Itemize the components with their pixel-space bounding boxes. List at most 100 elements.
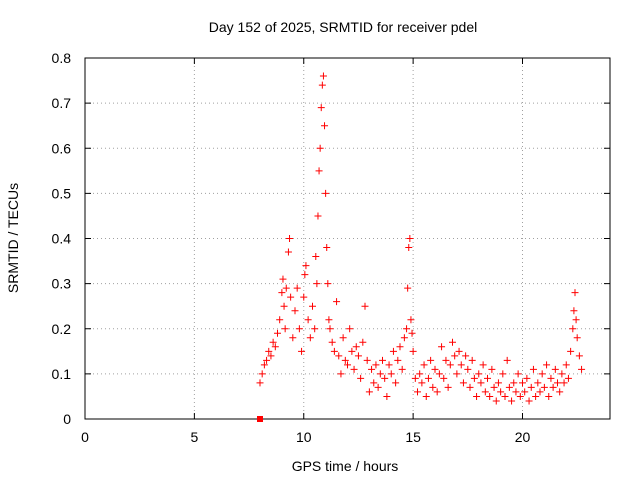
y-tick-label: 0.1 — [52, 366, 72, 382]
data-point — [344, 361, 351, 369]
data-point — [313, 280, 321, 288]
data-point — [494, 379, 502, 387]
data-point — [317, 104, 325, 112]
data-point — [361, 302, 369, 310]
x-tick-label: 20 — [515, 429, 531, 445]
data-point — [286, 235, 294, 242]
data-point — [281, 325, 289, 333]
data-point — [330, 347, 338, 355]
data-point — [420, 361, 428, 369]
y-axis-label: SRMTID / TECUs — [5, 183, 21, 293]
data-point — [570, 307, 578, 315]
data-point — [301, 271, 309, 279]
data-point — [368, 365, 376, 373]
data-point — [560, 379, 568, 387]
data-point — [473, 392, 481, 400]
data-point — [538, 370, 546, 378]
x-axis-label: GPS time / hours — [292, 458, 399, 474]
data-point — [562, 361, 570, 369]
data-point — [279, 275, 287, 283]
x-tick-label: 10 — [296, 429, 312, 445]
data-point — [442, 356, 450, 364]
data-point — [440, 374, 448, 382]
data-point — [289, 334, 297, 342]
y-tick-label: 0.6 — [52, 140, 72, 156]
data-point — [433, 388, 441, 396]
data-point — [309, 302, 316, 310]
data-point — [339, 334, 347, 342]
data-point — [326, 325, 334, 333]
data-point — [265, 347, 273, 355]
data-point — [318, 81, 326, 89]
data-point — [404, 284, 412, 292]
data-point — [556, 388, 564, 396]
data-point — [337, 370, 345, 378]
data-point — [575, 352, 583, 360]
data-point — [394, 356, 402, 364]
y-tick-label: 0.3 — [52, 276, 72, 292]
data-point — [302, 262, 310, 270]
data-point — [333, 298, 341, 306]
data-point — [418, 379, 426, 387]
data-point — [315, 167, 323, 175]
chart-title: Day 152 of 2025, SRMTID for receiver pde… — [209, 19, 477, 35]
data-point — [359, 338, 367, 346]
data-point — [464, 365, 472, 373]
data-point — [503, 356, 511, 364]
data-point — [484, 374, 491, 382]
data-point — [284, 248, 292, 256]
data-point — [306, 334, 314, 342]
x-tick-label: 0 — [81, 429, 89, 445]
data-point — [400, 334, 408, 342]
data-point — [405, 244, 413, 252]
data-point — [408, 329, 416, 337]
data-point — [282, 284, 290, 292]
data-point — [304, 316, 312, 324]
data-point — [398, 365, 406, 373]
data-point — [571, 289, 579, 297]
data-point — [466, 383, 474, 391]
data-point — [429, 383, 437, 391]
y-tick-label: 0 — [63, 411, 71, 427]
data-point — [459, 379, 467, 387]
data-point — [409, 347, 417, 355]
data-point — [479, 361, 487, 369]
data-point — [278, 289, 286, 297]
data-point — [527, 383, 535, 391]
data-point — [573, 334, 581, 342]
data-point — [276, 316, 284, 324]
data-point — [569, 325, 577, 333]
data-point — [256, 379, 264, 387]
data-point — [370, 379, 378, 387]
data-point — [449, 338, 456, 346]
data-point — [457, 361, 465, 369]
data-point — [348, 347, 356, 355]
data-point — [477, 379, 485, 387]
data-point — [291, 307, 299, 315]
data-point — [365, 388, 373, 396]
data-point — [547, 374, 555, 382]
data-point — [492, 397, 500, 405]
data-point — [357, 374, 365, 382]
data-point — [475, 370, 483, 378]
data-point — [490, 383, 498, 391]
data-point — [422, 392, 430, 400]
data-point — [554, 379, 561, 387]
data-point — [525, 397, 533, 405]
data-point — [411, 374, 419, 382]
data-point — [287, 293, 295, 301]
data-point — [470, 374, 478, 382]
data-point — [311, 325, 319, 333]
data-point — [567, 347, 575, 355]
data-point — [263, 356, 271, 364]
data-point — [374, 383, 382, 391]
data-point — [372, 361, 380, 369]
data-point — [407, 316, 415, 324]
data-point — [551, 365, 559, 373]
data-point — [383, 392, 391, 400]
zero-value-marker — [257, 416, 263, 422]
data-point — [505, 383, 513, 391]
data-point — [501, 392, 509, 400]
axis-ticks: 0 0.1 0.2 0.3 0.4 0.5 0.6 0.7 0.8 0 5 10 15 20 — [52, 50, 610, 445]
data-point — [325, 316, 333, 324]
